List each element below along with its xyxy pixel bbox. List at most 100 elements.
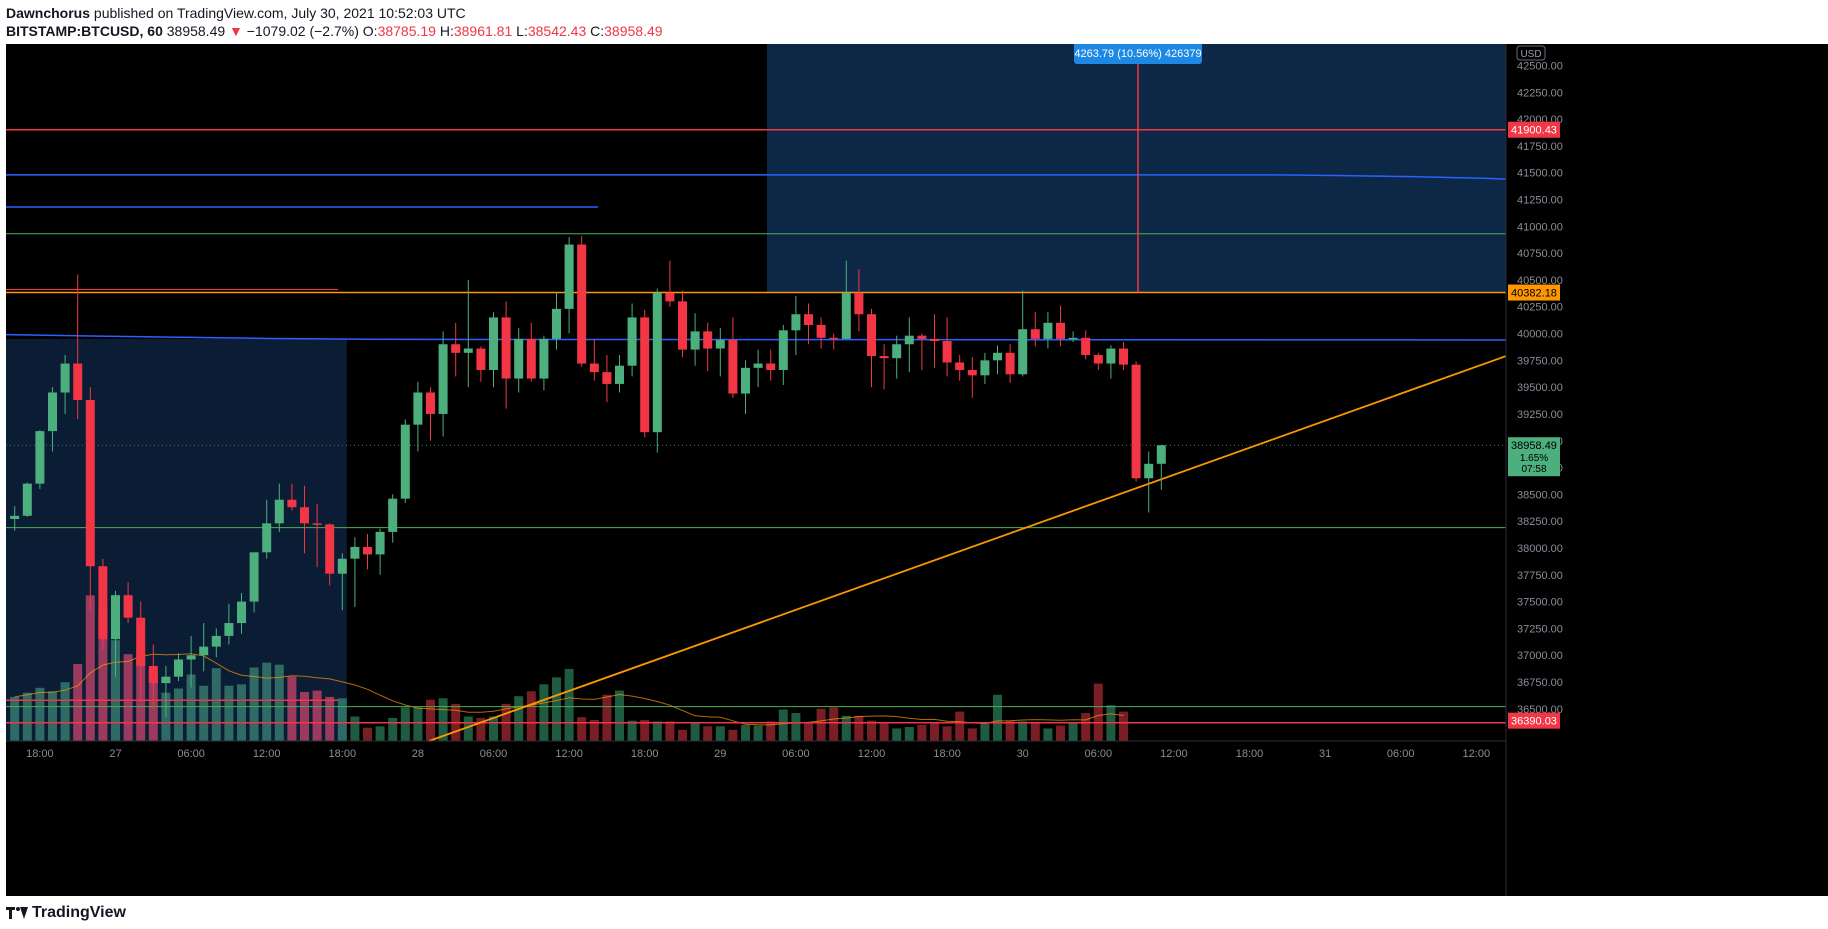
price-tick-label: 40500.00 (1517, 275, 1563, 287)
candle (741, 360, 750, 414)
candle-body (312, 523, 322, 525)
candle-body (728, 339, 738, 394)
candle (1156, 444, 1166, 490)
candle (589, 338, 599, 381)
candle-body (955, 362, 965, 370)
volume-bar (552, 677, 561, 741)
time-tick-label: 18:00 (933, 748, 961, 760)
candle (791, 295, 801, 355)
candle-body (791, 314, 801, 331)
candle-body (993, 352, 1002, 361)
candle-body (1018, 329, 1028, 375)
candle-body (690, 331, 700, 350)
volume-bar (274, 664, 284, 741)
volume-bar (1093, 683, 1103, 741)
volume-bar (703, 726, 713, 741)
volume-bar (539, 684, 549, 741)
candle-body (1144, 463, 1154, 479)
candle-body (867, 314, 876, 357)
volume-bar (312, 690, 322, 741)
candle-body (73, 363, 83, 401)
time-tick-label: 27 (109, 748, 121, 760)
low-value: 38542.43 (527, 23, 587, 39)
time-tick-label: 06:00 (1387, 748, 1415, 760)
volume-bar (211, 668, 221, 741)
volume-bar (388, 717, 398, 741)
candle-body (514, 338, 524, 379)
time-tick-label: 12:00 (253, 748, 281, 760)
candle (967, 357, 977, 398)
volume-bar (564, 668, 574, 741)
volume-bar (237, 684, 246, 741)
close-value: 38958.49 (604, 23, 663, 39)
candle (942, 317, 952, 377)
time-tick-label: 18:00 (631, 748, 659, 760)
candle-body (1030, 329, 1040, 339)
volume-bar (476, 717, 486, 741)
author-name[interactable]: Dawnchorus (6, 5, 91, 21)
candle-body (942, 341, 952, 363)
candle-body (640, 317, 650, 433)
volume-bar (892, 728, 902, 741)
candle (1005, 344, 1015, 383)
price-chart[interactable]: 4263.79 (10.56%) 426379 USD36500.0036750.… (5, 42, 1828, 896)
candle-body (224, 623, 234, 636)
price-level-text: 41900.43 (1511, 125, 1557, 137)
time-tick-label: 12:00 (555, 748, 583, 760)
price-tick-label: 39250.00 (1517, 409, 1563, 421)
price-tick-label: 37000.00 (1517, 650, 1563, 662)
down-arrow-icon: ▼ (229, 23, 243, 39)
volume-bar (804, 723, 813, 741)
symbol-line: BITSTAMP:BTCUSD, 60 38958.49 ▼ −1079.02 … (6, 23, 663, 39)
chart-area[interactable]: 4263.79 (10.56%) 426379 USD 36500.00 36750.… (5, 42, 1828, 896)
volume-bar (262, 662, 272, 741)
candle (678, 290, 687, 358)
candle-body (980, 360, 990, 376)
publish-line: Dawnchorus published on TradingView.com,… (6, 5, 466, 21)
price-tick-label: 41500.00 (1517, 168, 1563, 180)
volume-bar (60, 682, 70, 741)
ema-line-upper-curve (1260, 174, 1507, 180)
candle (463, 279, 473, 388)
price-level-text: 36390.03 (1511, 716, 1557, 728)
candle-body (829, 337, 839, 340)
volume-bar (577, 717, 587, 741)
volume-bar (1005, 720, 1015, 741)
time-tick-label: 06:00 (782, 748, 810, 760)
candle (274, 483, 284, 532)
candle (539, 335, 549, 391)
candle (451, 322, 461, 377)
candle (728, 317, 738, 398)
candle-body (539, 338, 549, 379)
candle (211, 628, 221, 658)
measure-label-text: 4263.79 (10.56%) 426379 (1074, 48, 1201, 60)
open-value: 38785.19 (377, 23, 436, 39)
candle (1068, 331, 1078, 343)
candle-body (98, 566, 108, 640)
volume-bar (640, 720, 650, 741)
candle-body (967, 369, 977, 376)
time-tick-label: 06:00 (480, 748, 508, 760)
candle (816, 317, 826, 349)
candle (1081, 330, 1091, 360)
candle-body (1043, 322, 1053, 339)
time-tick-label: 18:00 (1236, 748, 1264, 760)
candle-body (589, 363, 599, 373)
volume-bar (10, 696, 20, 741)
volume-bar (438, 698, 448, 741)
volume-bar (35, 687, 45, 741)
candle (665, 260, 675, 307)
candle-body (703, 331, 713, 349)
price-level-label: 41900.43 (1508, 121, 1560, 138)
candle-body (85, 400, 95, 567)
candle (526, 322, 536, 382)
volume-bar (400, 707, 410, 741)
candle-body (10, 515, 20, 520)
price-level-box (1508, 121, 1560, 138)
volume-bar (413, 707, 423, 741)
candle-body (237, 601, 246, 624)
brand-name[interactable]: TradingView (32, 904, 126, 921)
price-tick-label: 37500.00 (1517, 597, 1563, 609)
candle-body (186, 655, 196, 660)
time-tick-label: 06:00 (1085, 748, 1113, 760)
